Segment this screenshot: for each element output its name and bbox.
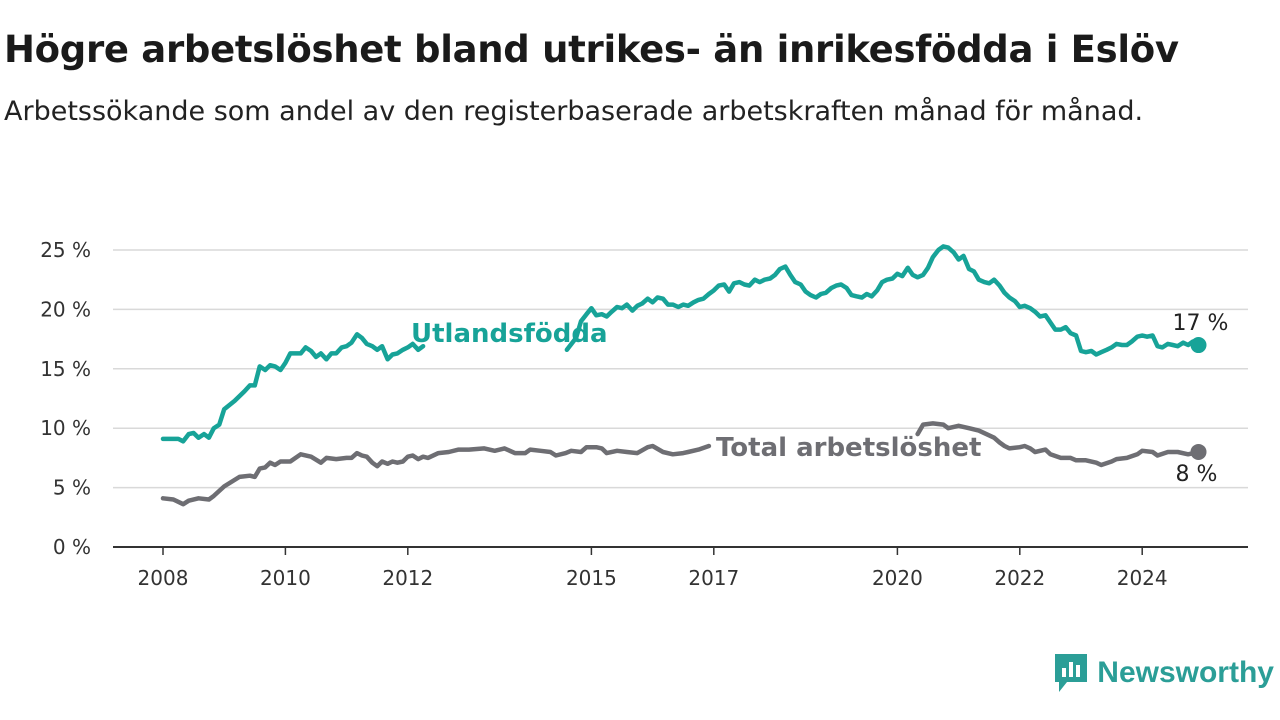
x-tick-label: 2017 — [688, 566, 739, 590]
end-label-total: 8 % — [1176, 462, 1218, 487]
end-label-utlandsfodda: 17 % — [1173, 311, 1229, 336]
series-label-total: Total arbetslöshet — [716, 433, 981, 463]
x-tick-label: 2024 — [1117, 566, 1168, 590]
series-line-utlandsf-dda — [564, 244, 1201, 357]
series-line-utlandsf-dda — [160, 332, 426, 444]
y-tick-label: 5 % — [53, 476, 91, 500]
y-tick-label: 20 % — [40, 297, 91, 321]
x-tick-label: 2012 — [382, 566, 433, 590]
y-tick-label: 25 % — [40, 238, 91, 262]
series — [160, 244, 1207, 507]
brand-logo: Newsworthy — [1053, 652, 1274, 694]
brand-name: Newsworthy — [1097, 656, 1274, 689]
newsworthy-icon — [1055, 654, 1088, 692]
x-tick-label: 2008 — [138, 566, 189, 590]
gridlines — [113, 249, 1248, 489]
y-tick-label: 10 % — [40, 416, 91, 440]
end-point-total-arbetsl-shet — [1190, 443, 1207, 460]
y-tick-label: 0 % — [53, 535, 91, 559]
series-label-utlandsfodda: Utlandsfödda — [411, 319, 608, 349]
x-tick-label: 2010 — [260, 566, 311, 590]
labels: Utlandsfödda Total arbetslöshet 17 % 8 % — [411, 311, 1228, 487]
chart-title: Högre arbetslöshet bland utrikes- än inr… — [4, 28, 1179, 71]
x-tick-label: 2015 — [566, 566, 617, 590]
series-line-total-arbetsl-shet — [160, 443, 712, 507]
axes: 0 % 5 % 10 % 15 % 20 % 25 % 2008 2010 2012 2015 20… — [40, 238, 1248, 590]
x-tick-label: 2022 — [994, 566, 1045, 590]
end-point-utlandsf-dda — [1190, 337, 1207, 354]
chart-subtitle: Arbetssökande som andel av den registerb… — [4, 96, 1144, 127]
y-tick-label: 15 % — [40, 357, 91, 381]
x-tick-label: 2020 — [872, 566, 923, 590]
series-line-total-arbetsl-shet — [915, 421, 1201, 468]
